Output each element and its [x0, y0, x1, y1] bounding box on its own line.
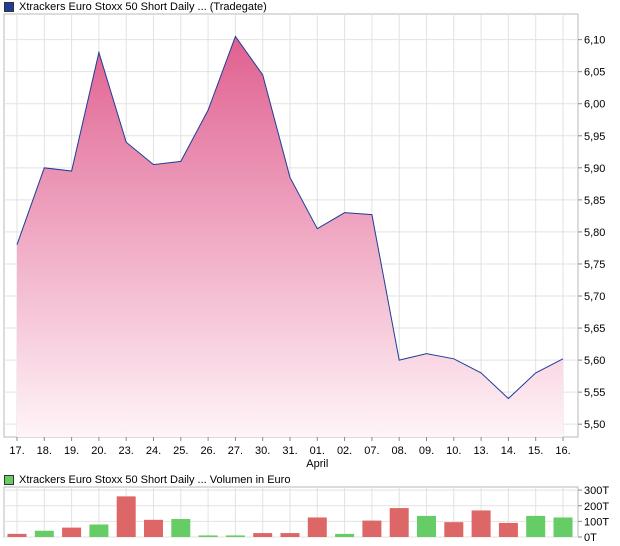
volume-bar — [444, 522, 464, 537]
price-x-tick-label: 18. — [37, 445, 52, 457]
volume-bar — [198, 535, 218, 537]
price-x-tick-label: 10. — [446, 445, 461, 457]
price-x-tick-label: 14. — [501, 445, 516, 457]
price-x-tick-label: 26. — [200, 445, 215, 457]
price-x-tick-label: 20. — [91, 445, 106, 457]
price-chart: 5,50 5,55 5,60 5,65 5,70 5,75 5,80 5,85 5,90 5,95… — [3, 13, 605, 470]
price-x-tick-label: 07. — [364, 445, 379, 457]
price-x-tick-label: 01. — [310, 445, 325, 457]
volume-y-tick-label: 0T — [584, 532, 597, 544]
volume-bar — [7, 533, 27, 537]
price-x-tick-label: 17. — [9, 445, 24, 457]
price-area-fill — [17, 36, 563, 437]
price-y-tick-label: 5,55 — [584, 387, 605, 399]
volume-bar — [307, 517, 327, 537]
price-x-tick-label: 08. — [392, 445, 407, 457]
price-x-tick-label: 19. — [64, 445, 79, 457]
price-legend-text: Xtrackers Euro Stoxx 50 Short Daily ... … — [19, 1, 267, 13]
volume-legend-text: Xtrackers Euro Stoxx 50 Short Daily ... … — [19, 474, 291, 486]
price-y-tick-label: 5,75 — [584, 259, 605, 271]
price-x-tick-label: 25. — [173, 445, 188, 457]
volume-bar — [34, 530, 54, 537]
volume-y-tick-label: 300T — [584, 485, 609, 497]
price-y-tick-label: 5,65 — [584, 323, 605, 335]
price-x-tick-label: 13. — [473, 445, 488, 457]
price-x-tick-label: 27. — [228, 445, 243, 457]
volume-y-tick-label: 100T — [584, 516, 609, 528]
volume-bar — [553, 517, 573, 537]
volume-chart: 0T 100T 200T 300T — [3, 485, 609, 544]
volume-bar — [225, 535, 245, 537]
volume-bar — [471, 510, 491, 537]
volume-bar — [144, 519, 163, 537]
volume-bar — [498, 522, 518, 537]
volume-bar — [335, 533, 355, 537]
price-y-tick-label: 5,95 — [584, 131, 605, 143]
price-x-tick-label: 23. — [119, 445, 134, 457]
volume-y-tick-label: 200T — [584, 501, 609, 513]
price-x-tick-label: 16. — [555, 445, 570, 457]
price-y-tick-label: 5,50 — [584, 419, 605, 431]
volume-bar — [280, 533, 300, 537]
price-x-tick-label: 31. — [282, 445, 297, 457]
volume-bar — [362, 520, 382, 537]
price-legend-swatch — [4, 2, 14, 12]
price-x-tick-label: 02. — [337, 445, 352, 457]
price-x-sublabel: April — [306, 458, 328, 470]
volume-bar — [116, 496, 136, 537]
price-y-tick-label: 5,90 — [584, 163, 605, 175]
price-y-tick-label: 6,05 — [584, 67, 605, 79]
price-x-tick-label: 09. — [419, 445, 434, 457]
volume-legend-swatch — [4, 475, 14, 485]
volume-bar — [171, 519, 191, 537]
volume-legend: Xtrackers Euro Stoxx 50 Short Daily ... … — [4, 473, 290, 487]
volume-bar — [417, 515, 436, 537]
volume-bar — [526, 515, 546, 537]
price-y-tick-label: 5,60 — [584, 355, 605, 367]
volume-bar — [62, 527, 82, 537]
price-y-tick-label: 6,10 — [584, 35, 605, 47]
volume-bar — [89, 524, 109, 537]
price-y-tick-label: 5,85 — [584, 195, 605, 207]
price-x-tick-label: 24. — [146, 445, 161, 457]
price-y-tick-label: 6,00 — [584, 99, 605, 111]
volume-bar — [389, 508, 409, 537]
price-y-tick-label: 5,80 — [584, 227, 605, 239]
volume-bar — [253, 533, 273, 537]
price-x-tick-label: 15. — [528, 445, 543, 457]
price-y-tick-label: 5,70 — [584, 291, 605, 303]
price-line — [16, 35, 564, 400]
price-x-tick-label: 30. — [255, 445, 270, 457]
price-legend: Xtrackers Euro Stoxx 50 Short Daily ... … — [4, 0, 267, 14]
